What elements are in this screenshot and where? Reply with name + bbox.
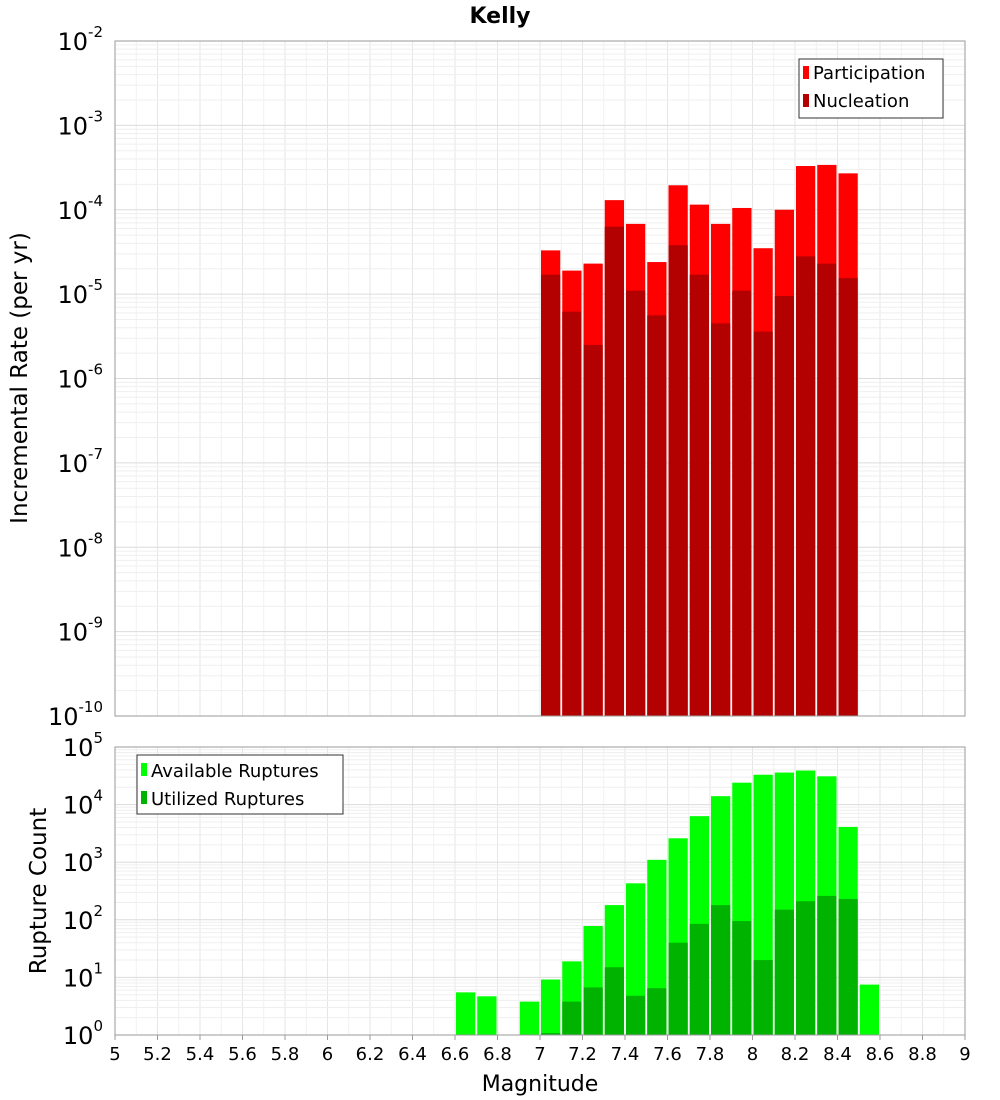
- utilized-ruptures-bar: [604, 967, 624, 1035]
- chart-title: Kelly: [469, 4, 530, 29]
- nucleation-bar: [732, 290, 752, 716]
- nucleation-bar: [711, 323, 731, 716]
- x-tick-label: 5.4: [186, 1044, 215, 1065]
- nucleation-bar: [562, 311, 582, 716]
- nucleation-bar: [583, 344, 603, 716]
- count-panel: 105 104 103 102 101 100 5 5.2 5.4 5.6 5.8 6 6.2 6.4 6…: [26, 729, 971, 1097]
- utilized-ruptures-bar: [753, 960, 773, 1035]
- x-tick-label: 7: [534, 1044, 545, 1065]
- nucleation-bar: [647, 315, 667, 716]
- count-legend: Available Ruptures Utilized Ruptures: [136, 754, 344, 815]
- x-tick-label: 6: [322, 1044, 333, 1065]
- rate-panel: 10-2 10-3 10-4 10-5 10-6 10-7 10-8 10-9 10-10 In…: [7, 23, 966, 731]
- nucleation-legend-label: Nucleation: [813, 91, 909, 112]
- x-tick-label: 6.2: [356, 1044, 385, 1065]
- nucleation-bar: [689, 274, 709, 716]
- x-tick-label: 8.2: [781, 1044, 810, 1065]
- utilized-legend-label: Utilized Ruptures: [151, 789, 304, 810]
- available-ruptures-bar: [541, 979, 561, 1035]
- y-tick-label: 10-10: [48, 698, 103, 731]
- nucleation-bar: [817, 263, 837, 716]
- rate-plot-border: [114, 40, 966, 717]
- rate-grid: [114, 41, 966, 717]
- x-tick-label: 5.6: [228, 1044, 257, 1065]
- x-tick-label: 7.2: [568, 1044, 597, 1065]
- y-tick-label: 104: [63, 787, 103, 820]
- available-ruptures-bar: [456, 992, 476, 1035]
- utilized-ruptures-bar: [647, 988, 667, 1035]
- y-tick-label: 10-7: [57, 445, 103, 478]
- rate-legend-box: [798, 58, 944, 119]
- nucleation-bar: [753, 331, 773, 716]
- count-y-ticks: 105 104 103 102 101 100: [63, 729, 103, 1050]
- x-tick-label: 9: [959, 1044, 970, 1065]
- x-tick-label: 6.6: [441, 1044, 470, 1065]
- nucleation-legend-swatch: [803, 94, 809, 107]
- utilized-ruptures-bar: [541, 1033, 561, 1035]
- participation-legend-swatch: [803, 66, 809, 79]
- y-tick-label: 10-3: [57, 107, 103, 140]
- x-tick-label: 8: [747, 1044, 758, 1065]
- y-tick-label: 10-8: [57, 529, 103, 562]
- utilized-ruptures-bar: [838, 898, 858, 1035]
- x-axis-label: Magnitude: [482, 1072, 599, 1097]
- rate-bars: [541, 164, 858, 717]
- y-tick-label: 10-6: [57, 361, 103, 394]
- nucleation-bar: [838, 278, 858, 716]
- y-tick-label: 10-5: [57, 276, 103, 309]
- available-ruptures-bar: [859, 984, 879, 1035]
- x-tick-label: 5: [109, 1044, 120, 1065]
- nucleation-bar: [626, 290, 646, 716]
- x-tick-label: 7.6: [653, 1044, 682, 1065]
- y-tick-label: 100: [63, 1017, 103, 1050]
- y-tick-label: 10-9: [57, 614, 103, 647]
- utilized-ruptures-bar: [668, 942, 688, 1035]
- x-tick-label: 6.4: [398, 1044, 427, 1065]
- y-tick-label: 101: [63, 959, 103, 992]
- utilized-ruptures-bar: [562, 1001, 582, 1035]
- x-tick-label: 8.6: [866, 1044, 895, 1065]
- y-tick-label: 103: [63, 844, 103, 877]
- x-tick-label: 8.4: [823, 1044, 852, 1065]
- utilized-ruptures-bar: [817, 895, 837, 1035]
- rate-legend: Participation Nucleation: [798, 58, 944, 119]
- nucleation-bar: [774, 296, 794, 716]
- rate-y-axis-label: Incremental Rate (per yr): [7, 232, 33, 524]
- utilized-ruptures-bar: [626, 995, 646, 1035]
- x-tick-label: 7.8: [696, 1044, 725, 1065]
- x-tick-label: 6.8: [483, 1044, 512, 1065]
- utilized-ruptures-bar: [796, 901, 816, 1035]
- nucleation-bar: [668, 245, 688, 717]
- nucleation-bar: [796, 256, 816, 716]
- utilized-ruptures-bar: [689, 923, 709, 1035]
- available-ruptures-bar: [519, 1001, 539, 1035]
- count-y-axis-label: Rupture Count: [26, 808, 52, 974]
- magnitude-x-ticks: 5 5.2 5.4 5.6 5.8 6 6.2 6.4 6.6 6.8 7 7.2 7.4 7.6 7.8 8…: [109, 1035, 971, 1065]
- x-tick-label: 5.8: [271, 1044, 300, 1065]
- utilized-ruptures-bar: [711, 905, 731, 1035]
- x-tick-label: 8.8: [908, 1044, 937, 1065]
- y-tick-label: 102: [63, 902, 103, 935]
- count-legend-box: [136, 754, 344, 815]
- nucleation-bar: [541, 274, 561, 716]
- x-tick-label: 5.2: [143, 1044, 172, 1065]
- count-bars: [456, 770, 879, 1035]
- nucleation-bar: [604, 226, 624, 716]
- y-tick-label: 105: [63, 729, 103, 762]
- y-tick-label: 10-2: [57, 23, 103, 56]
- y-tick-label: 10-4: [57, 192, 103, 225]
- x-tick-label: 7.4: [611, 1044, 640, 1065]
- utilized-ruptures-bar: [583, 987, 603, 1035]
- available-legend-label: Available Ruptures: [151, 761, 319, 782]
- available-legend-swatch: [141, 763, 147, 776]
- utilized-ruptures-bar: [774, 909, 794, 1035]
- rate-y-ticks: 10-2 10-3 10-4 10-5 10-6 10-7 10-8 10-9 10-10: [48, 23, 103, 731]
- utilized-ruptures-bar: [732, 921, 752, 1035]
- utilized-legend-swatch: [141, 791, 147, 804]
- participation-legend-label: Participation: [813, 63, 925, 84]
- available-ruptures-bar: [477, 996, 497, 1035]
